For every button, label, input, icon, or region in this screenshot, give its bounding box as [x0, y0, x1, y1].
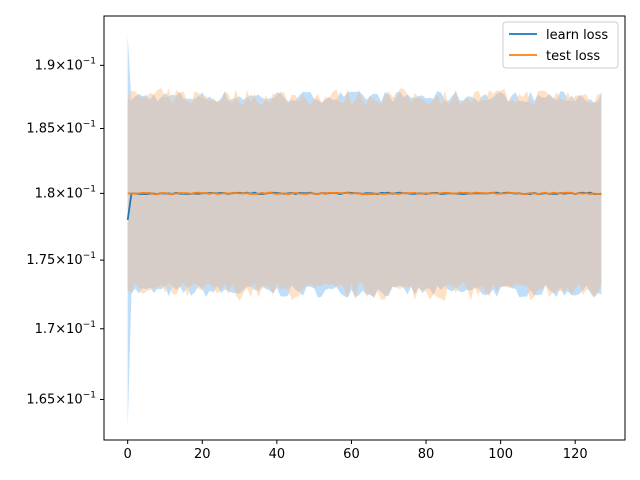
legend: learn loss test loss — [502, 21, 619, 69]
legend-label: learn loss — [546, 28, 608, 43]
x-tick-label: 0 — [124, 447, 132, 462]
line-test-loss — [127, 191, 602, 196]
x-tick-label: 40 — [269, 447, 286, 462]
x-tick-label: 120 — [563, 447, 588, 462]
x-tick-label: 100 — [488, 447, 513, 462]
y-tick-label: 1.9×10−1 — [35, 56, 96, 73]
legend-label: test loss — [546, 49, 600, 64]
y-tick-label: 1.8×10−1 — [35, 184, 96, 201]
y-tick-label: 1.75×10−1 — [26, 251, 96, 268]
x-tick-label: 60 — [343, 447, 360, 462]
y-axis: 1.65×10−1 1.7×10−1 1.75×10−1 1.8×10−1 1.85×1… — [26, 56, 104, 407]
x-tick-label: 80 — [418, 447, 435, 462]
y-tick-label: 1.65×10−1 — [26, 390, 96, 407]
plot-area — [126, 35, 602, 429]
axes-frame — [103, 15, 626, 441]
y-tick-label: 1.85×10−1 — [26, 120, 96, 137]
x-tick-label: 20 — [194, 447, 211, 462]
x-axis: 0 20 40 60 80 100 120 — [124, 440, 588, 462]
y-tick-label: 1.7×10−1 — [35, 320, 96, 337]
